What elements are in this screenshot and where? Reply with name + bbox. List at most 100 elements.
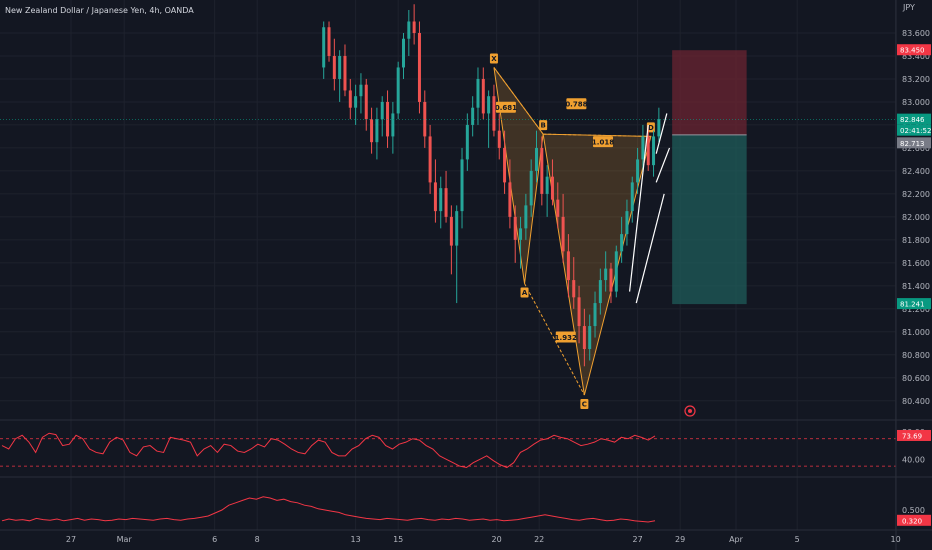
trend-channel-line — [655, 147, 671, 183]
osc-current-badge — [897, 514, 931, 526]
y-tick-label: 83.600 — [902, 29, 930, 38]
candle-body — [332, 55, 336, 79]
candle-body — [455, 211, 459, 246]
y-tick-label: 83.400 — [902, 52, 930, 61]
candle-body — [630, 182, 634, 212]
candle-body — [513, 216, 517, 240]
price-badge — [897, 124, 931, 136]
alert-icon-center — [688, 409, 692, 413]
candle-body — [423, 101, 427, 137]
y-tick-label: 81.400 — [902, 282, 930, 291]
candle-body — [402, 38, 405, 68]
candle-body — [588, 326, 592, 350]
rsi-tick-label: 40.00 — [902, 455, 925, 464]
candle-body — [529, 170, 533, 206]
harmonic-point-label: B — [540, 122, 545, 130]
x-tick-label: 8 — [255, 535, 260, 544]
candle-body — [428, 136, 432, 183]
y-tick-label: 80.400 — [902, 397, 930, 406]
x-tick-label: 13 — [351, 535, 361, 544]
y-tick-label: 81.800 — [902, 236, 930, 245]
candle-body — [497, 130, 501, 148]
x-tick-label: 15 — [393, 535, 403, 544]
candle-body — [444, 188, 448, 217]
x-tick-label: 6 — [212, 535, 217, 544]
harmonic-point-marker — [580, 399, 589, 410]
y-tick-label: 81.200 — [902, 305, 930, 314]
candle-body — [322, 27, 326, 68]
price-badge — [897, 298, 931, 310]
candle-body — [476, 78, 480, 108]
candle-body — [386, 101, 390, 137]
candle-body — [348, 90, 352, 108]
ratio-label: 1.018 — [592, 139, 614, 147]
candle-body — [508, 182, 512, 217]
candle-body — [396, 67, 400, 114]
osc-series-line — [1, 496, 656, 523]
y-tick-label: 80.600 — [902, 374, 930, 383]
trend-channel-line — [635, 193, 665, 304]
y-tick-label: 82.600 — [902, 144, 930, 153]
alert-icon[interactable] — [684, 405, 696, 417]
candle-body — [487, 96, 491, 114]
candle-body — [449, 216, 453, 246]
harmonic-point-marker — [520, 287, 529, 298]
candle-body — [354, 96, 358, 108]
candle-body — [625, 211, 629, 235]
candle-body — [471, 107, 475, 125]
y-tick-label: 82.200 — [902, 190, 930, 199]
x-tick-label: 27 — [66, 535, 76, 544]
candle-body — [609, 268, 613, 292]
candle-body — [566, 251, 570, 281]
ratio-label: 0.788 — [565, 101, 587, 109]
position-zones — [672, 50, 747, 305]
candle-body — [657, 119, 661, 137]
trend-channel-line — [655, 113, 668, 154]
harmonic-point-marker — [489, 53, 498, 64]
trend-channel-line — [629, 124, 649, 292]
price-badge-label: 82.713 — [900, 140, 925, 148]
overlays — [0, 113, 896, 304]
x-tick-label: 27 — [632, 535, 642, 544]
candle-body — [417, 32, 421, 102]
harmonic-point-label: X — [491, 55, 497, 63]
candle-body — [338, 55, 342, 79]
candle-body — [535, 147, 538, 171]
candle-body — [433, 182, 437, 212]
y-tick-label: 83.200 — [902, 75, 930, 84]
candle-body — [407, 21, 411, 39]
candle-body — [614, 251, 618, 292]
price-badge-label: 81.241 — [900, 301, 925, 309]
x-tick-label: 29 — [675, 535, 685, 544]
candle-body — [550, 176, 554, 200]
candle-body — [540, 147, 544, 194]
ratio-label: 0.681 — [495, 104, 517, 112]
candle-body — [343, 55, 347, 91]
rsi-series-line — [1, 432, 656, 469]
price-badge — [897, 137, 931, 149]
y-tick-label: 81.600 — [902, 259, 930, 268]
price-badge-label: 83.450 — [900, 47, 925, 55]
candle-body — [636, 159, 640, 183]
candle-body — [519, 228, 523, 240]
candle-body — [572, 280, 576, 298]
grid — [0, 0, 897, 530]
x-tick-label: 20 — [492, 535, 502, 544]
harmonic-point-marker — [646, 122, 655, 133]
y-tick-label: 83.000 — [902, 98, 930, 107]
candle-body — [652, 136, 656, 166]
harmonic-point-label: D — [648, 124, 654, 132]
price-badge-label: 02:41:52 — [900, 127, 931, 135]
x-tick-label: 5 — [795, 535, 800, 544]
y-tick-label: 80.800 — [902, 351, 930, 360]
rsi-current-label: 73.69 — [902, 432, 922, 440]
currency-label: JPY — [902, 3, 915, 12]
candle-body — [375, 119, 379, 143]
candle-body — [460, 159, 464, 212]
harmonic-ratio-line — [543, 133, 651, 137]
y-tick-label: 82.000 — [902, 213, 930, 222]
ratio-badge — [555, 331, 576, 343]
candle-body — [380, 101, 384, 120]
candle-body — [359, 84, 363, 97]
